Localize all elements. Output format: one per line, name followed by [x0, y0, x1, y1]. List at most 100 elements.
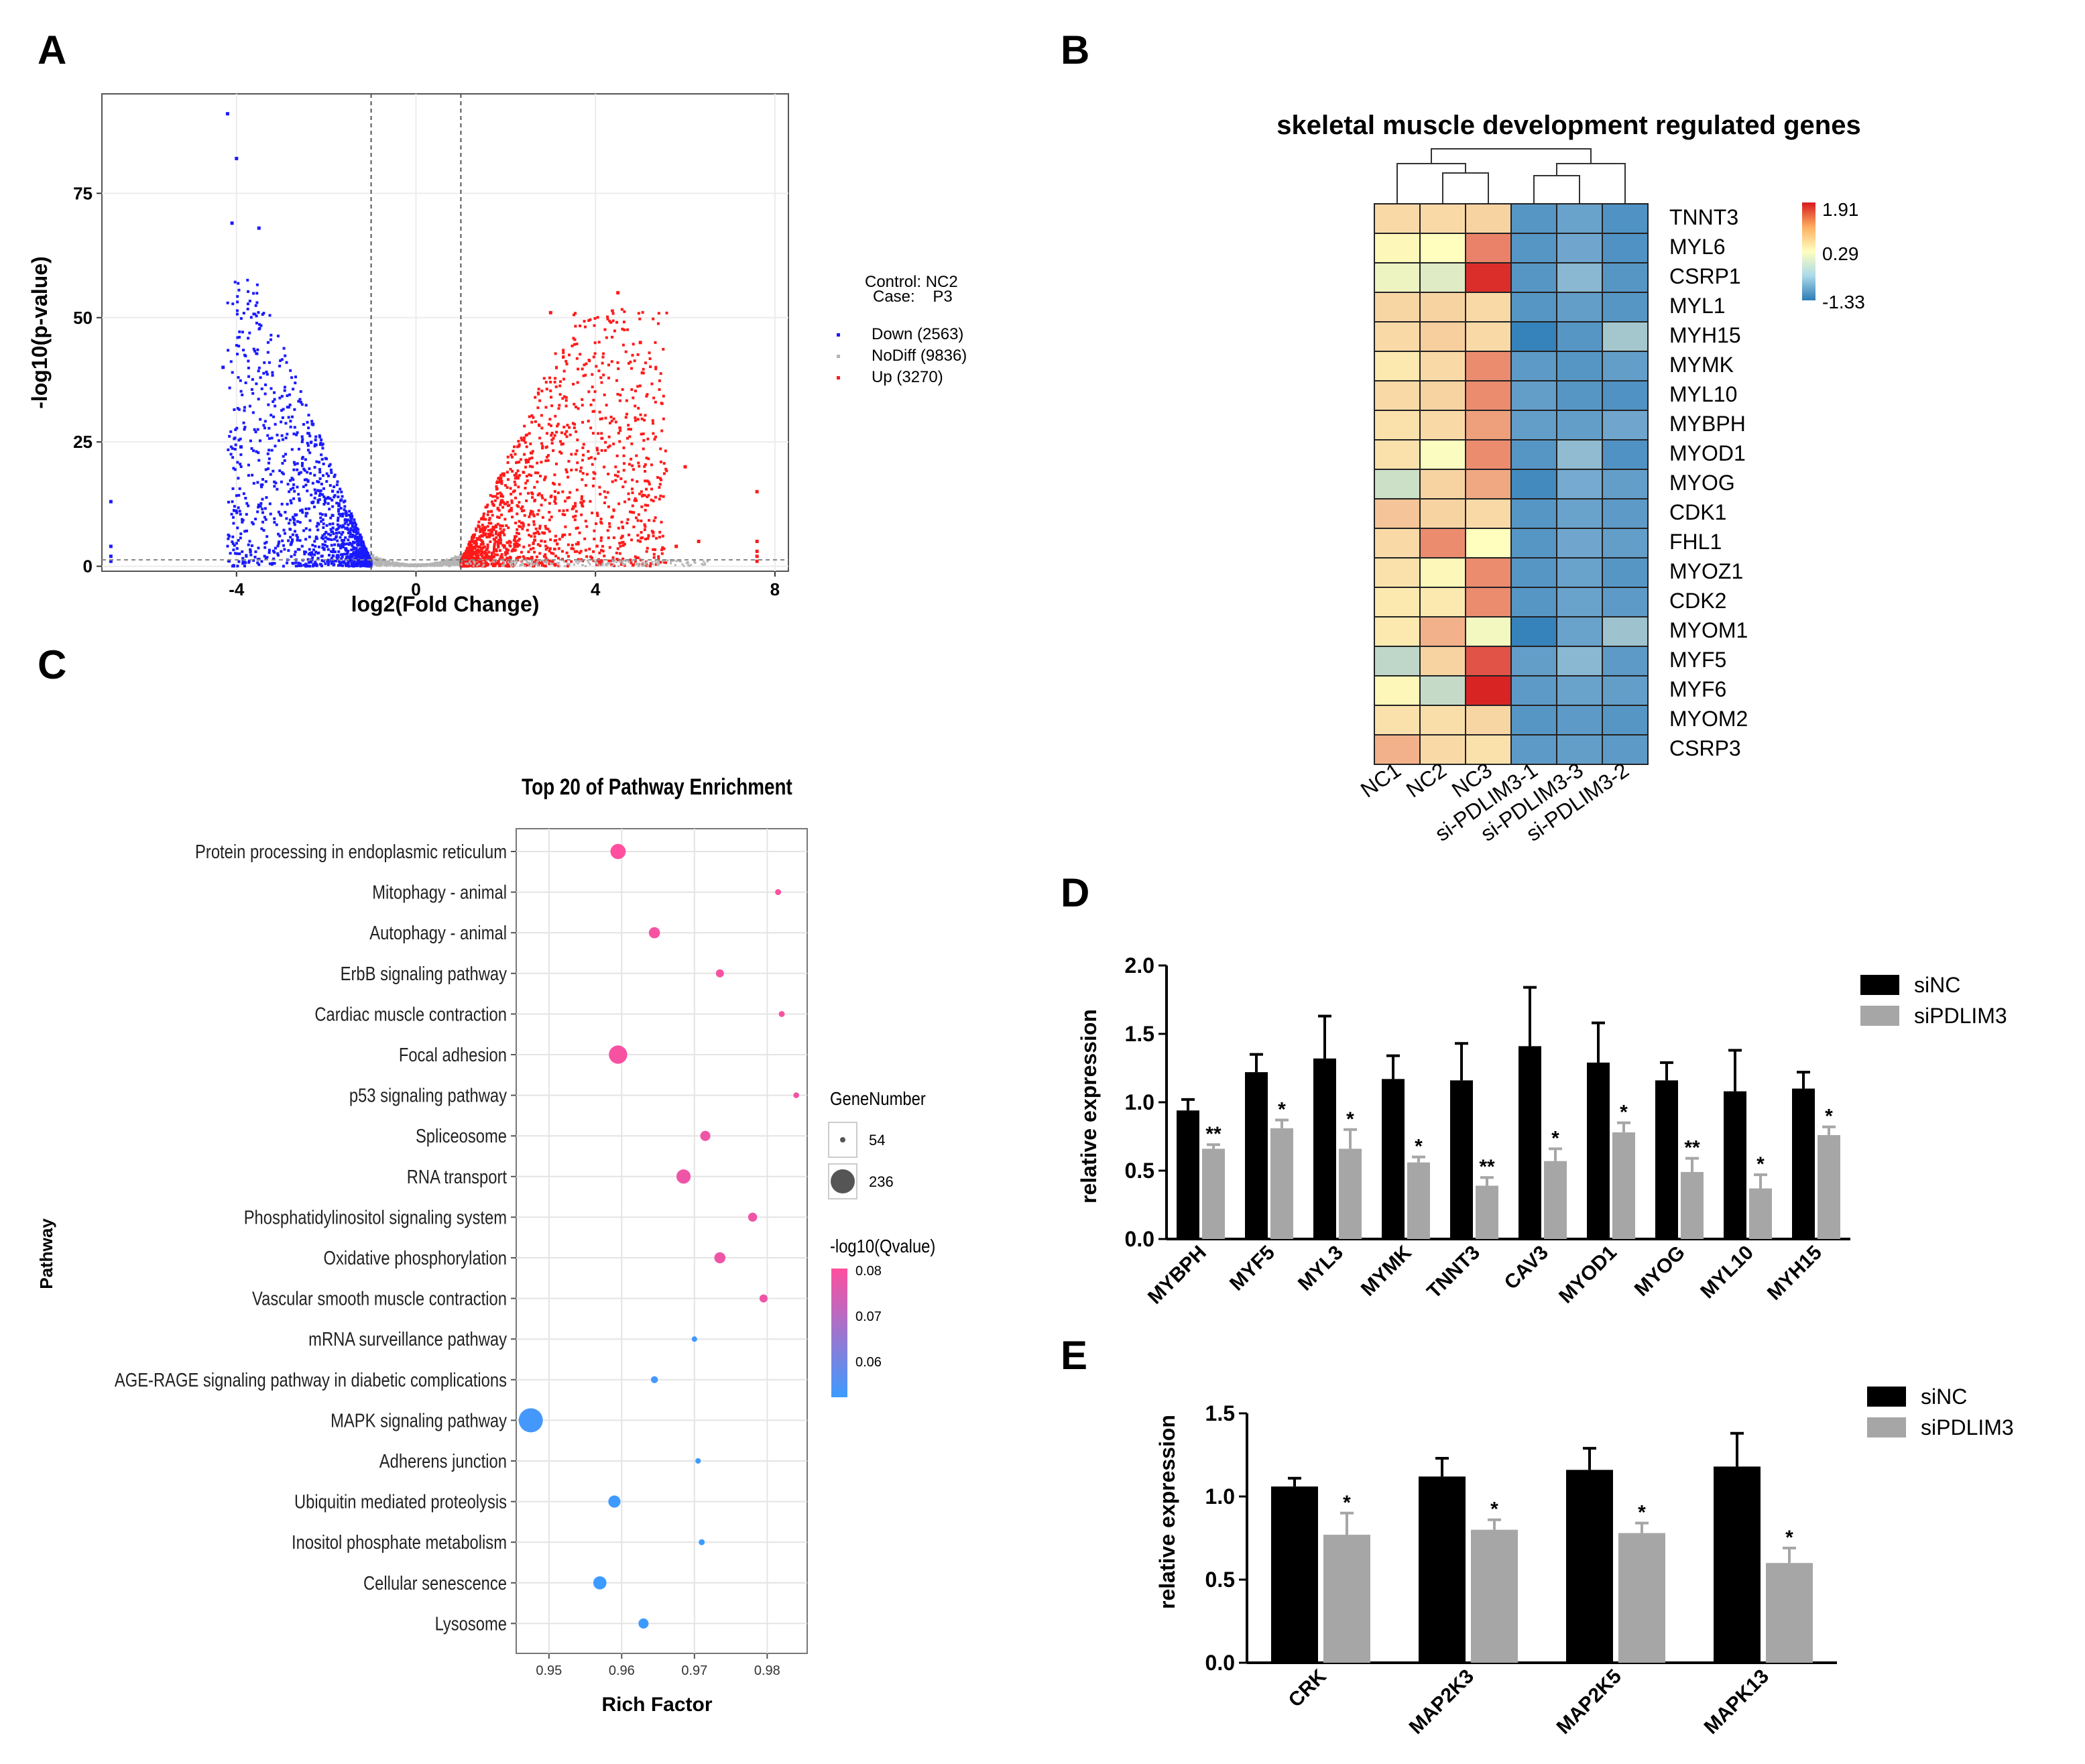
volcano-point: [326, 474, 330, 477]
volcano-point: [313, 488, 316, 491]
volcano-point: [560, 443, 563, 446]
volcano-point: [606, 315, 609, 318]
volcano-point: [325, 524, 329, 527]
volcano-point: [633, 499, 636, 502]
qvalue-colorbar-label: 0.08: [855, 1264, 882, 1279]
volcano-point: [589, 426, 593, 430]
volcano-point: [755, 540, 759, 543]
volcano-point: [263, 546, 267, 549]
volcano-point: [284, 510, 287, 514]
volcano-point: [288, 518, 292, 522]
volcano-point: [593, 352, 597, 355]
volcano-point: [497, 509, 501, 512]
volcano-point: [584, 483, 587, 487]
volcano-point: [652, 396, 656, 400]
volcano-point: [289, 425, 292, 428]
volcano-point: [490, 510, 493, 513]
volcano-point: [634, 561, 638, 564]
volcano-point: [321, 493, 324, 496]
volcano-point: [251, 377, 254, 381]
volcano-point: [293, 408, 296, 411]
heatmap-cell: [1510, 262, 1557, 293]
volcano-point: [339, 514, 343, 518]
heatmap-row-label: MYH15: [1669, 323, 1741, 347]
volcano-point: [622, 469, 626, 472]
volcano-point: [331, 489, 335, 493]
bubble-point: [714, 1252, 726, 1264]
volcano-point: [312, 422, 315, 426]
volcano-point: [321, 534, 324, 537]
volcano-point: [593, 529, 596, 532]
volcano-point: [644, 469, 647, 473]
volcano-point: [593, 472, 597, 475]
volcano-point: [626, 328, 630, 331]
volcano-point: [597, 341, 601, 344]
heatmap-cell: [1510, 587, 1557, 618]
bar: [1245, 1072, 1268, 1239]
volcano-point: [325, 480, 329, 483]
volcano-point: [484, 554, 487, 557]
volcano-point: [246, 307, 249, 310]
volcano-point: [564, 399, 568, 402]
volcano-point: [237, 282, 240, 285]
volcano-point: [581, 446, 585, 449]
volcano-point: [538, 544, 542, 547]
volcano-point: [662, 561, 666, 564]
heatmap-cell: [1602, 351, 1649, 381]
volcano-point: [627, 492, 630, 495]
volcano-point: [522, 524, 525, 528]
volcano-point: [484, 518, 487, 521]
volcano-point-nodiff: [435, 562, 438, 565]
volcano-point: [296, 462, 299, 465]
volcano-point-nodiff: [377, 563, 380, 566]
volcano-point: [263, 542, 267, 545]
volcano-point: [297, 561, 300, 565]
volcano-ytick-label: 0: [83, 556, 93, 577]
bubble-point: [593, 1576, 607, 1590]
volcano-point: [304, 514, 308, 518]
volcano-point: [239, 465, 243, 469]
volcano-point: [560, 451, 563, 455]
volcano-point-nodiff: [379, 557, 382, 560]
volcano-point: [505, 547, 508, 550]
heatmap-cell: [1419, 705, 1466, 736]
volcano-point: [573, 426, 576, 430]
volcano-point: [498, 565, 501, 568]
heatmap-cell: [1465, 233, 1512, 263]
volcano-point-nodiff: [416, 563, 418, 566]
volcano-point: [306, 432, 310, 435]
volcano-point-nodiff: [526, 560, 528, 563]
volcano-point: [348, 542, 351, 545]
volcano-point: [548, 530, 551, 533]
volcano-point: [657, 312, 660, 315]
volcano-point: [298, 548, 301, 551]
volcano-point: [583, 363, 586, 367]
volcano-point-nodiff: [400, 563, 403, 565]
pathway-label: p53 signaling pathway: [349, 1084, 508, 1106]
pathway-label: Mitophagy - animal: [372, 881, 507, 903]
volcano-point-nodiff: [581, 564, 584, 567]
volcano-point: [645, 550, 648, 553]
volcano-point: [253, 428, 256, 431]
volcano-point: [291, 538, 294, 541]
volcano-point: [629, 360, 632, 363]
bar: [1270, 1128, 1293, 1239]
volcano-point: [353, 541, 356, 544]
volcano-point: [563, 513, 567, 516]
volcano-point: [516, 542, 520, 546]
bar-category-label: CRK: [1285, 1665, 1331, 1712]
volcano-point: [239, 513, 242, 516]
volcano-point: [543, 531, 546, 534]
volcano-point: [558, 509, 561, 512]
volcano-point: [270, 387, 273, 390]
volcano-point: [514, 548, 517, 552]
volcano-point: [238, 330, 241, 333]
volcano-point: [520, 507, 523, 510]
heatmap-cell: [1602, 675, 1649, 706]
volcano-point: [659, 494, 662, 497]
volcano-point: [527, 459, 530, 462]
volcano-point: [572, 505, 575, 508]
volcano-point: [304, 507, 308, 510]
volcano-point-nodiff: [426, 564, 428, 567]
